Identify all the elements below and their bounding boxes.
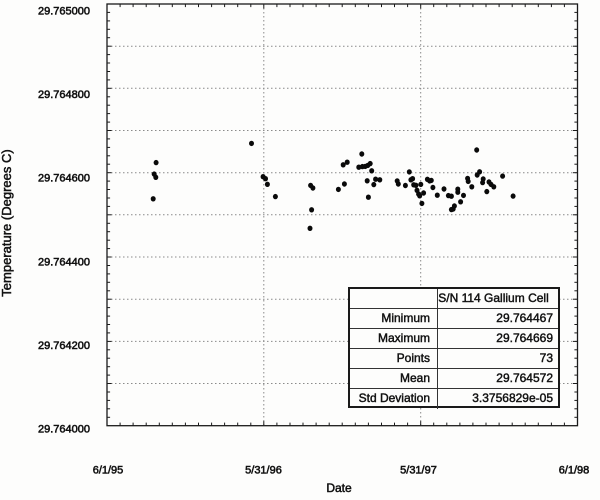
svg-text:29.764000: 29.764000 <box>38 424 90 436</box>
svg-text:29.764800: 29.764800 <box>38 89 90 101</box>
svg-text:Temperature (Degrees C): Temperature (Degrees C) <box>0 149 14 296</box>
svg-text:Date: Date <box>326 481 352 495</box>
svg-text:29.765000: 29.765000 <box>38 6 90 18</box>
svg-text:6/1/95: 6/1/95 <box>93 465 124 477</box>
svg-text:5/31/96: 5/31/96 <box>245 465 282 477</box>
svg-text:29.764600: 29.764600 <box>38 173 90 185</box>
svg-text:29.764400: 29.764400 <box>38 256 90 268</box>
svg-text:5/31/97: 5/31/97 <box>400 465 437 477</box>
svg-text:29.764200: 29.764200 <box>38 340 90 352</box>
svg-text:6/1/98: 6/1/98 <box>559 465 590 477</box>
